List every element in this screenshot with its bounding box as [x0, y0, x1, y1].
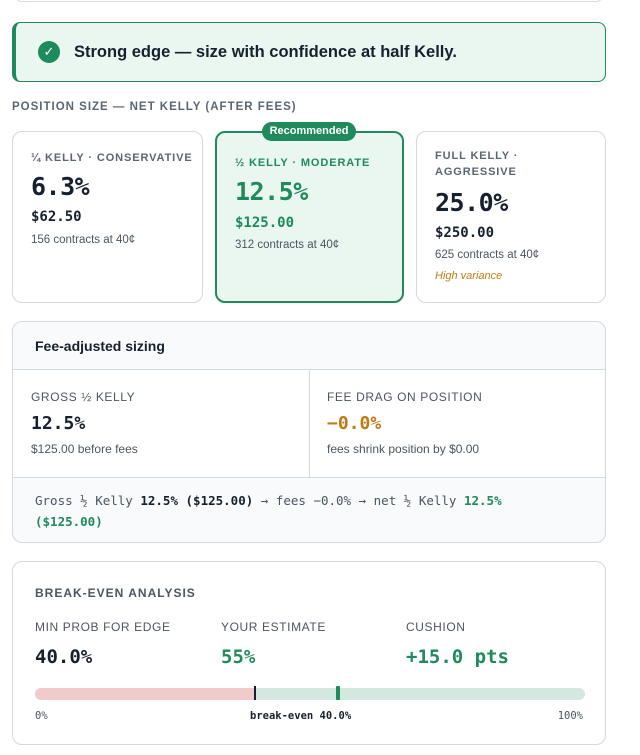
axis-label-break-even: break-even 40.0% [250, 710, 352, 722]
formula-text: → fees −0.0% → net ½ Kelly [253, 493, 464, 508]
stat-value: 12.5% [31, 413, 86, 434]
estimate-marker [335, 686, 340, 700]
card-tier: ½ KELLY · MODERATE [235, 157, 371, 169]
cushion-stat: CUSHION +15.0 pts [406, 620, 509, 668]
edge-banner: ✓ Strong edge — size with confidence at … [12, 22, 606, 82]
previous-panel-edge [14, 0, 604, 2]
card-contracts: 312 contracts at 40¢ [235, 239, 340, 251]
stat-sub: $125.00 before fees [31, 442, 138, 456]
stat-label: MIN PROB FOR EDGE [35, 620, 171, 634]
stat-value: +15.0 pts [406, 646, 509, 668]
banner-text: Strong edge — size with confidence at ha… [74, 42, 457, 61]
recommended-badge: Recommended [262, 122, 356, 141]
break-even-panel: BREAK-EVEN ANALYSIS MIN PROB FOR EDGE 40… [12, 561, 606, 745]
stat-value: −0.0% [327, 413, 382, 434]
axis-label-max: 100% [557, 710, 583, 722]
card-percent: 25.0% [435, 188, 508, 217]
fee-adjusted-sizing-panel: Fee-adjusted sizing GROSS ½ KELLY 12.5% … [12, 321, 606, 543]
panel-title: BREAK-EVEN ANALYSIS [35, 586, 196, 600]
card-percent: 6.3% [31, 172, 90, 201]
stat-value: 55% [221, 646, 256, 668]
stat-label: GROSS ½ KELLY [31, 390, 136, 404]
formula-text: Gross ½ Kelly [35, 493, 141, 508]
card-amount: $62.50 [31, 209, 82, 225]
quarter-kelly-card[interactable]: ¼ KELLY · CONSERVATIVE 6.3% $62.50 156 c… [12, 131, 203, 303]
formula-net: 12.5% ($125.00) [35, 493, 502, 529]
card-contracts: 156 contracts at 40¢ [31, 234, 136, 246]
break-even-bar [35, 688, 585, 700]
fee-stats: GROSS ½ KELLY 12.5% $125.00 before fees … [13, 370, 605, 478]
stat-label: YOUR ESTIMATE [221, 620, 326, 634]
stat-value: 40.0% [35, 646, 93, 668]
stat-label: FEE DRAG ON POSITION [327, 390, 483, 404]
gross-half-kelly-stat: GROSS ½ KELLY 12.5% $125.00 before fees [13, 370, 310, 477]
stat-label: CUSHION [406, 620, 466, 634]
half-kelly-card[interactable]: ½ KELLY · MODERATE 12.5% $125.00 312 con… [215, 131, 404, 303]
below-break-even-fill [35, 688, 255, 700]
check-circle-icon: ✓ [38, 41, 60, 63]
card-tier: FULL KELLY · AGGRESSIVE [435, 150, 519, 178]
stat-sub: fees shrink position by $0.00 [327, 442, 480, 456]
card-amount: $125.00 [235, 215, 295, 231]
panel-title: Fee-adjusted sizing [35, 338, 165, 354]
card-percent: 12.5% [235, 177, 308, 206]
min-prob-stat: MIN PROB FOR EDGE 40.0% [35, 620, 171, 668]
card-amount: $250.00 [435, 225, 495, 241]
position-size-label: POSITION SIZE — NET KELLY (AFTER FEES) [12, 101, 297, 113]
full-kelly-card[interactable]: FULL KELLY · AGGRESSIVE 25.0% $250.00 62… [416, 131, 606, 303]
high-variance-note: High variance [435, 270, 503, 282]
card-contracts: 625 contracts at 40¢ [435, 249, 540, 261]
card-tier: ¼ KELLY · CONSERVATIVE [31, 152, 193, 164]
fee-drag-stat: FEE DRAG ON POSITION −0.0% fees shrink p… [310, 370, 605, 477]
fee-formula: Gross ½ Kelly 12.5% ($125.00) → fees −0.… [35, 490, 575, 532]
axis-label-min: 0% [35, 710, 48, 722]
your-estimate-stat: YOUR ESTIMATE 55% [221, 620, 326, 668]
panel-header: Fee-adjusted sizing [13, 322, 605, 370]
break-even-marker [254, 686, 256, 700]
formula-gross: 12.5% ($125.00) [140, 493, 254, 508]
